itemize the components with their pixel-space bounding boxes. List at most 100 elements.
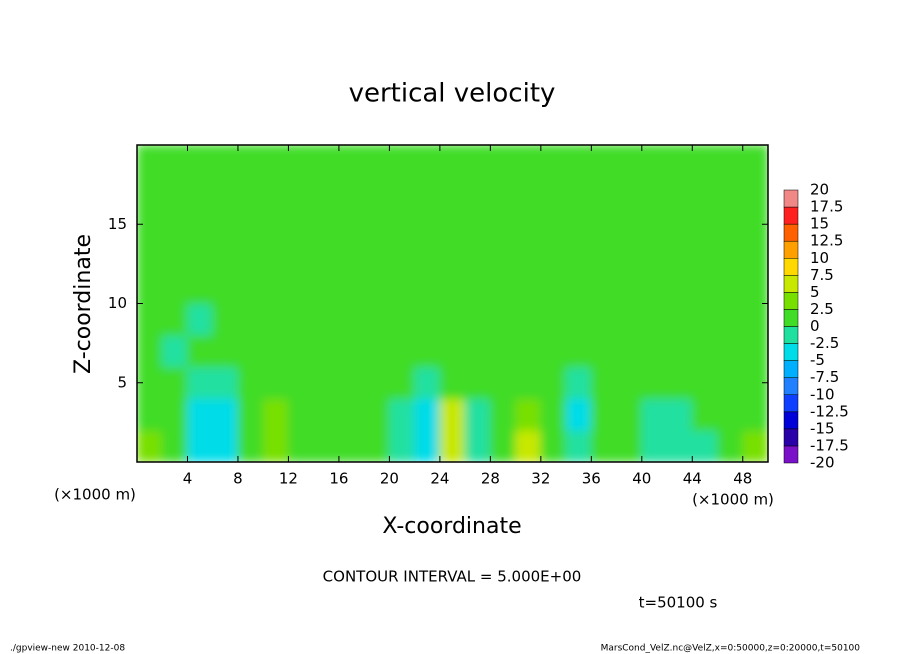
cell <box>565 239 592 273</box>
cell <box>363 334 390 368</box>
cell <box>313 398 340 431</box>
cell <box>540 398 567 431</box>
y-tick-label: 5 <box>117 373 127 391</box>
x-tick-label: 40 <box>632 470 651 488</box>
colorbar-label: 5 <box>810 283 820 301</box>
cell <box>641 239 668 273</box>
cell <box>212 334 239 368</box>
cell <box>742 334 768 368</box>
cell <box>565 145 592 178</box>
cell <box>439 303 466 336</box>
cell <box>287 207 315 241</box>
cell <box>590 429 618 462</box>
cell <box>439 145 466 178</box>
cell <box>540 239 567 273</box>
colorbar-bin <box>783 206 799 225</box>
cell <box>641 176 668 209</box>
cell <box>313 303 340 336</box>
cell <box>717 303 744 336</box>
cell <box>186 271 214 304</box>
cell <box>540 176 567 209</box>
cell <box>565 271 592 304</box>
field <box>137 145 768 462</box>
cell <box>641 398 668 431</box>
cell <box>137 239 163 273</box>
cell <box>666 334 693 368</box>
cell <box>186 303 214 336</box>
cell <box>641 366 668 400</box>
cell <box>666 145 693 178</box>
cell <box>691 429 719 462</box>
cell <box>616 145 643 178</box>
cell <box>338 271 365 304</box>
cell <box>439 207 466 241</box>
colorbar-label: -7.5 <box>810 368 839 386</box>
cell <box>616 429 643 462</box>
cell <box>691 334 719 368</box>
cell <box>691 366 719 400</box>
cell <box>691 271 719 304</box>
cell <box>717 366 744 400</box>
cell <box>489 303 517 336</box>
cell <box>414 429 441 462</box>
cell <box>237 176 264 209</box>
cell <box>515 271 542 304</box>
cell <box>287 303 315 336</box>
cell <box>388 176 416 209</box>
colorbar-label: -2.5 <box>810 334 839 352</box>
cell <box>262 176 289 209</box>
colorbar-label: -17.5 <box>810 436 849 454</box>
cell <box>641 334 668 368</box>
cell <box>439 271 466 304</box>
cell <box>287 366 315 400</box>
colorbar-bin <box>783 445 799 464</box>
cell <box>388 303 416 336</box>
cell <box>388 334 416 368</box>
cell <box>540 429 567 462</box>
cell <box>212 207 239 241</box>
colorbar-bin <box>783 275 799 293</box>
cell <box>540 207 567 241</box>
cell <box>237 271 264 304</box>
cell <box>464 145 491 178</box>
cell <box>161 334 188 368</box>
cell <box>590 271 618 304</box>
cell <box>287 429 315 462</box>
cell <box>338 207 365 241</box>
cell <box>590 207 618 241</box>
cell <box>515 176 542 209</box>
colorbar-label: 2.5 <box>810 300 834 318</box>
cell <box>186 429 214 462</box>
cell <box>489 176 517 209</box>
y-tick-label: 15 <box>108 215 127 233</box>
cell <box>137 145 163 178</box>
cell <box>414 207 441 241</box>
cell <box>161 271 188 304</box>
cell <box>212 145 239 178</box>
cell <box>313 334 340 368</box>
cell <box>414 271 441 304</box>
cell <box>186 334 214 368</box>
colorbar-bin <box>783 360 799 378</box>
cell <box>641 271 668 304</box>
cell <box>186 207 214 241</box>
cell <box>641 429 668 462</box>
cell <box>388 366 416 400</box>
cell <box>161 429 188 462</box>
cell <box>641 303 668 336</box>
cell <box>540 303 567 336</box>
cell <box>363 239 390 273</box>
x-tick-label: 28 <box>481 470 500 488</box>
cell <box>565 398 592 431</box>
cell <box>414 303 441 336</box>
footer-right: MarsCond_VelZ.nc@VelZ,x=0:50000,z=0:2000… <box>601 644 861 654</box>
cell <box>464 429 491 462</box>
cell <box>262 271 289 304</box>
cell <box>262 366 289 400</box>
cell <box>666 429 693 462</box>
cell <box>363 176 390 209</box>
cell <box>186 176 214 209</box>
cell <box>439 366 466 400</box>
cell <box>161 176 188 209</box>
